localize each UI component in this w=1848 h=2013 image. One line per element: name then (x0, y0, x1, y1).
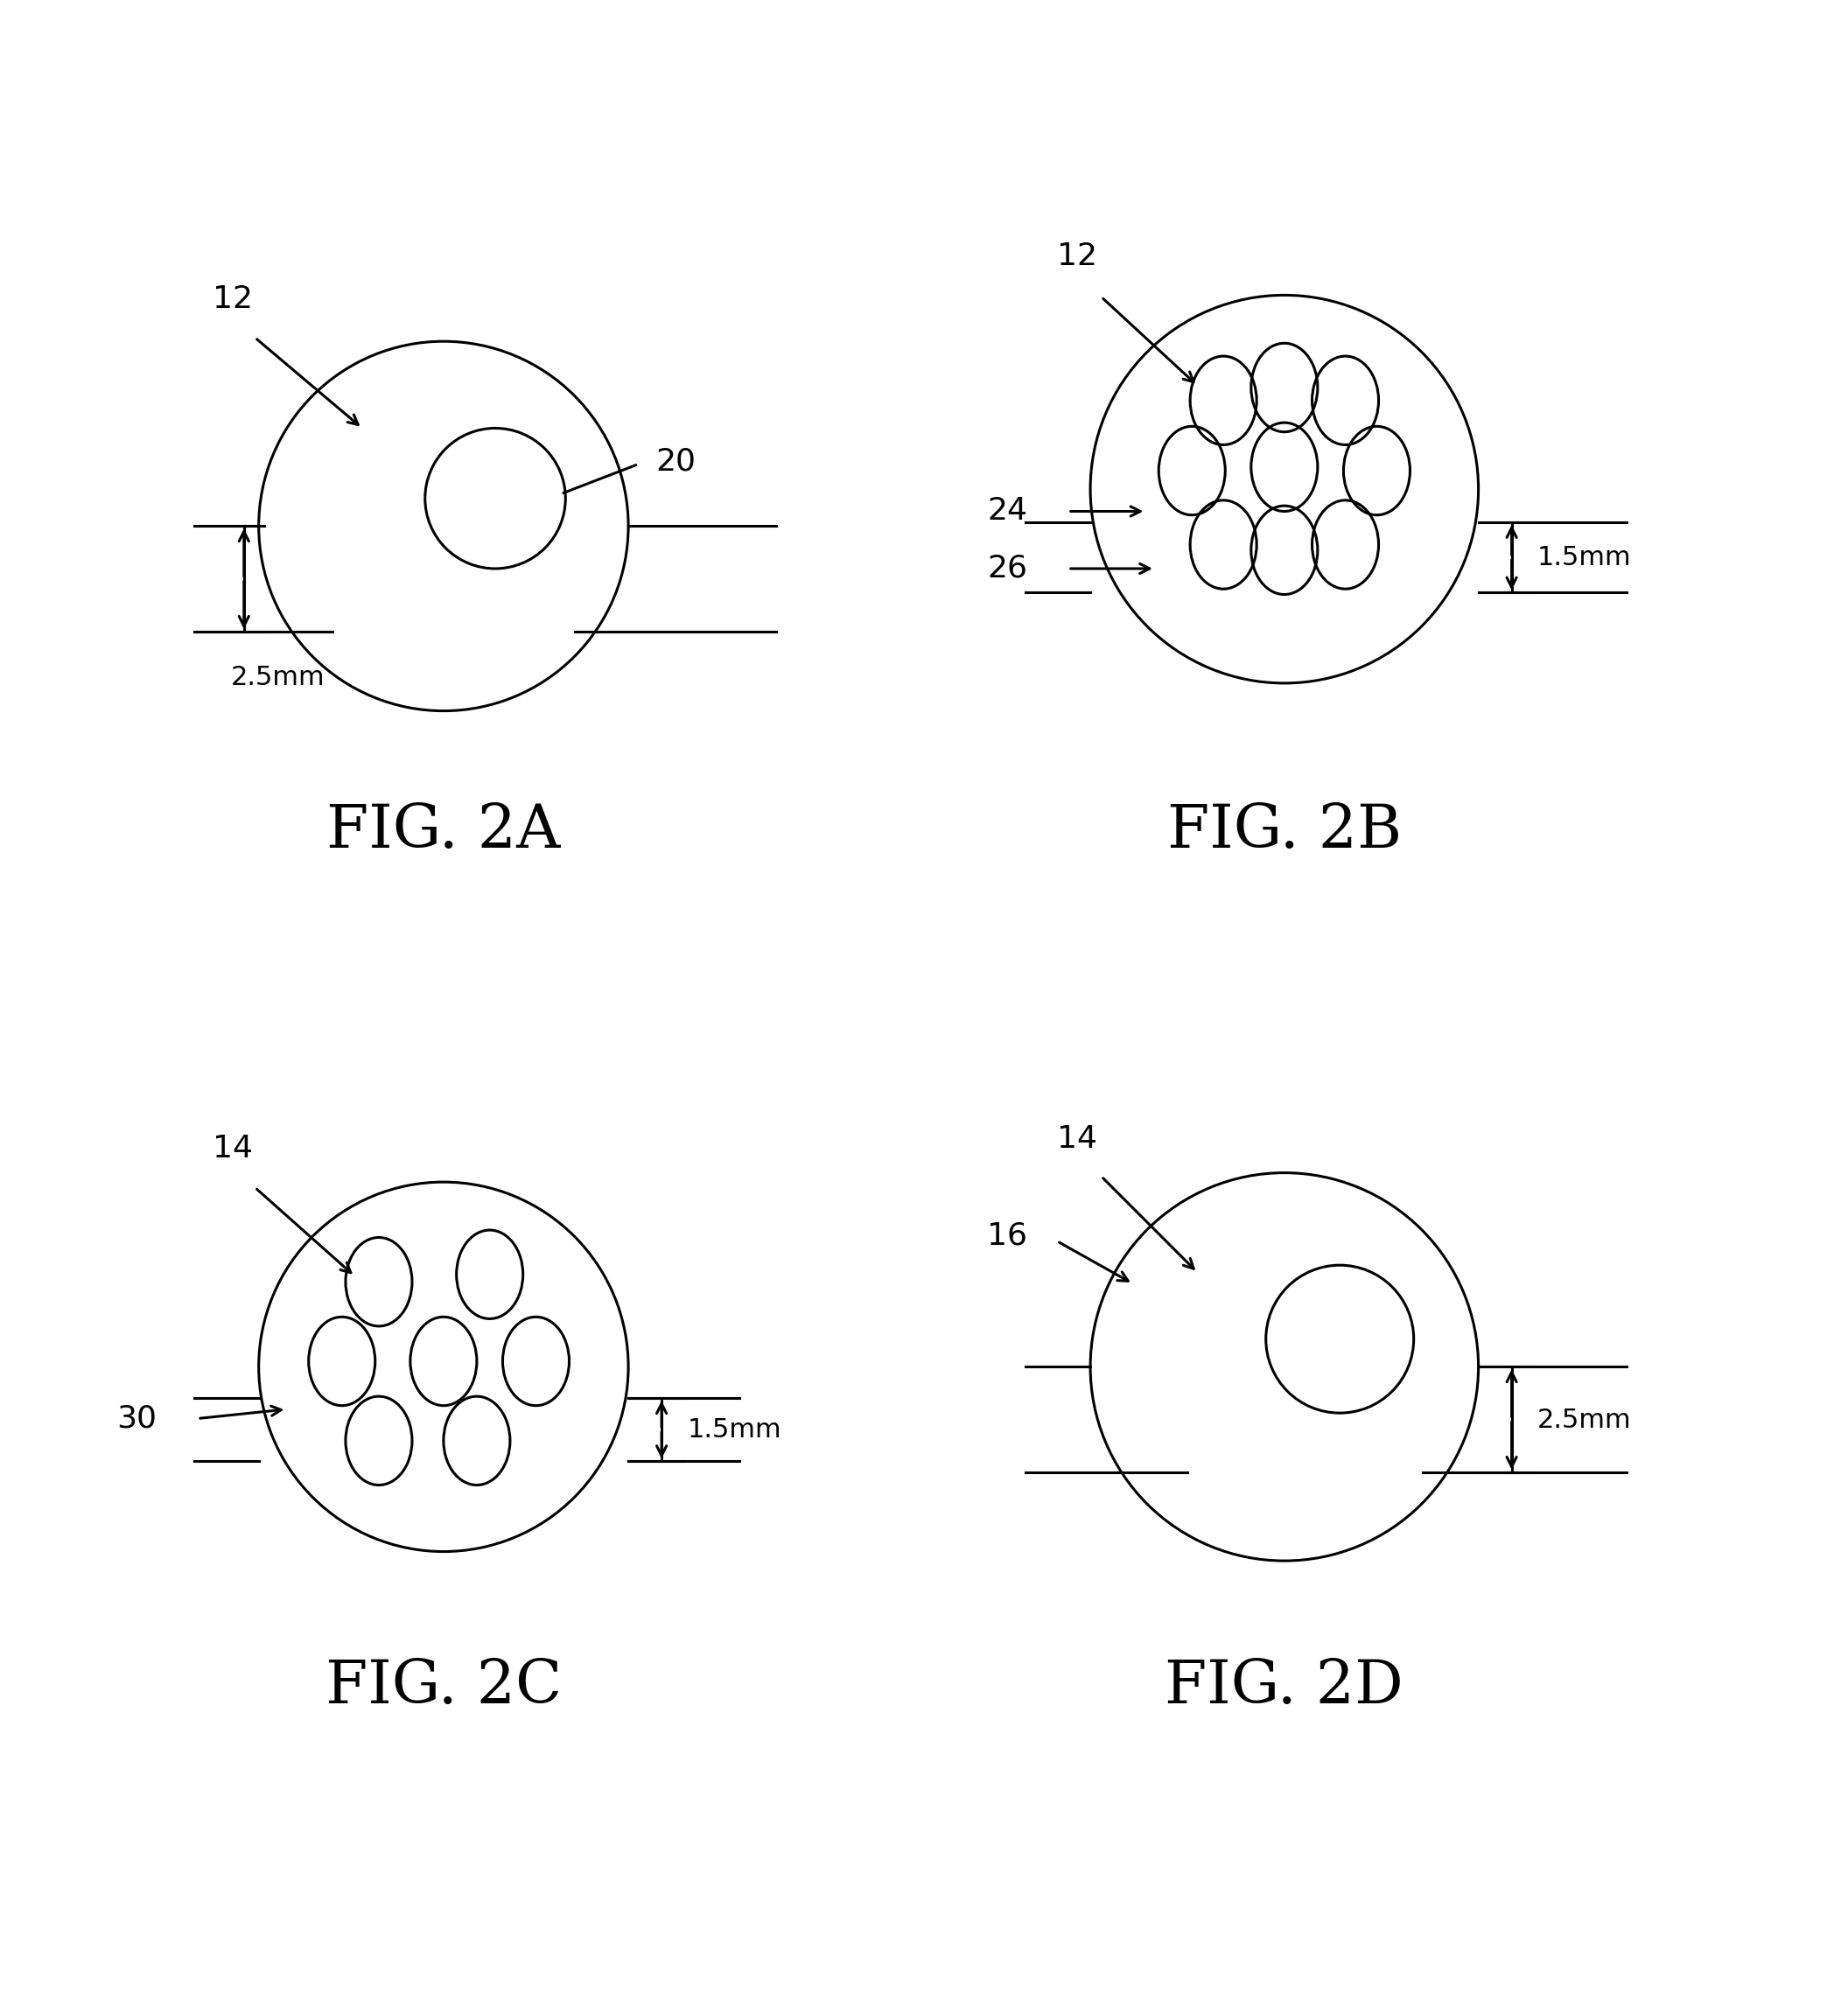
Text: FIG. 2A: FIG. 2A (327, 801, 560, 860)
Text: 12: 12 (1057, 242, 1098, 272)
Text: 1.5mm: 1.5mm (1538, 546, 1632, 570)
Text: FIG. 2D: FIG. 2D (1164, 1657, 1404, 1715)
Text: 30: 30 (116, 1403, 157, 1433)
Text: 1.5mm: 1.5mm (687, 1417, 782, 1441)
Text: 20: 20 (656, 447, 697, 477)
Text: FIG. 2C: FIG. 2C (325, 1657, 562, 1715)
Text: 26: 26 (987, 554, 1027, 584)
Text: 2.5mm: 2.5mm (1538, 1407, 1632, 1433)
Text: 24: 24 (987, 497, 1027, 525)
Text: 12: 12 (213, 284, 253, 314)
Text: 14: 14 (1057, 1125, 1098, 1153)
Text: 2.5mm: 2.5mm (231, 664, 325, 690)
Text: 16: 16 (987, 1220, 1027, 1250)
Text: FIG. 2B: FIG. 2B (1168, 801, 1401, 860)
Text: 14: 14 (213, 1133, 253, 1164)
